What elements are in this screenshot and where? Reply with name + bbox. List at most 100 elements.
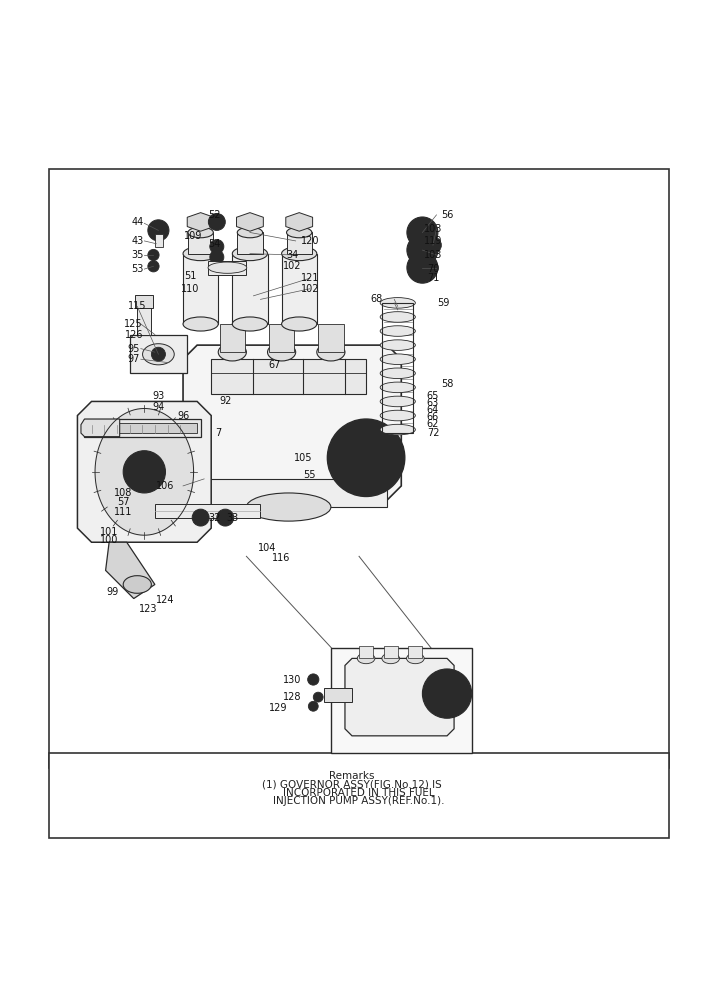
Text: 116: 116 [272,553,291,563]
Text: 33: 33 [226,513,239,523]
Bar [287,232,312,254]
Ellipse shape [406,653,424,664]
Ellipse shape [380,312,415,322]
Text: Remarks: Remarks [329,771,375,781]
Circle shape [414,224,431,241]
Text: 102: 102 [301,284,319,294]
Text: 67: 67 [268,360,281,370]
Text: 111: 111 [114,507,132,517]
Bar [155,504,260,518]
Bar [232,254,268,324]
Circle shape [208,213,225,230]
Ellipse shape [380,298,415,308]
Polygon shape [237,213,263,231]
Ellipse shape [380,368,415,379]
Text: 93: 93 [152,391,165,401]
Polygon shape [331,648,472,753]
Ellipse shape [232,317,268,331]
Ellipse shape [237,227,263,238]
Ellipse shape [218,343,246,361]
Circle shape [396,454,403,461]
Bar [318,324,344,352]
Circle shape [346,425,353,432]
Polygon shape [77,401,211,542]
Bar [188,232,213,254]
Text: 106: 106 [156,481,175,491]
Text: 102: 102 [283,261,301,271]
Text: INJECTION PUMP ASSY(REF.No.1).: INJECTION PUMP ASSY(REF.No.1). [260,796,444,806]
Bar [220,324,245,352]
Text: 62: 62 [427,419,439,429]
Circle shape [210,240,224,254]
Ellipse shape [183,247,218,261]
Ellipse shape [380,354,415,364]
Text: 66: 66 [427,412,439,422]
Ellipse shape [268,343,296,361]
Bar [324,688,352,702]
Ellipse shape [358,653,375,664]
Text: 103: 103 [424,250,442,260]
Text: 129: 129 [269,703,287,713]
Text: 52: 52 [208,210,221,220]
Text: 105: 105 [294,453,312,463]
Bar [408,646,422,658]
Circle shape [407,252,438,283]
Bar [155,234,163,247]
Text: 59: 59 [437,298,450,308]
Ellipse shape [208,262,247,273]
Bar [382,303,413,433]
Text: 130: 130 [283,675,301,685]
Text: 99: 99 [106,587,119,597]
Text: 126: 126 [125,330,143,340]
Ellipse shape [142,344,175,365]
Circle shape [327,419,405,496]
Text: 54: 54 [208,239,221,249]
Text: 92: 92 [219,396,232,406]
Text: 108: 108 [114,488,132,498]
Text: 35: 35 [131,250,144,260]
Text: 97: 97 [127,354,140,364]
Text: 71: 71 [427,273,439,283]
Text: 120: 120 [301,236,319,246]
Circle shape [379,484,386,491]
Circle shape [123,451,165,493]
Circle shape [407,235,438,266]
Bar [208,261,246,275]
Bar [190,479,387,507]
Polygon shape [345,658,454,736]
Circle shape [217,509,234,526]
Circle shape [407,217,438,248]
Text: 58: 58 [441,379,453,389]
Ellipse shape [380,424,415,435]
Circle shape [192,509,209,526]
Circle shape [308,674,319,685]
Text: 51: 51 [184,271,196,281]
Ellipse shape [380,396,415,407]
Text: 55: 55 [303,470,316,480]
Circle shape [148,261,159,272]
Polygon shape [81,419,120,437]
Circle shape [425,237,441,254]
Text: 103: 103 [424,224,442,234]
Bar [49,169,669,768]
Text: 43: 43 [131,236,144,246]
Text: 72: 72 [427,428,439,438]
Circle shape [313,692,323,702]
Ellipse shape [246,493,331,521]
Bar [384,646,398,658]
Circle shape [414,259,431,276]
Bar [88,423,197,433]
Text: 7: 7 [215,428,221,438]
Ellipse shape [282,247,317,261]
Circle shape [379,425,386,432]
Text: 115: 115 [128,301,146,311]
Ellipse shape [282,317,317,331]
Bar [49,753,669,838]
Text: (1) GOVERNOR ASSY(FIG.No.12) IS: (1) GOVERNOR ASSY(FIG.No.12) IS [262,779,442,789]
Ellipse shape [123,576,151,593]
Ellipse shape [380,326,415,336]
Circle shape [137,465,151,479]
Text: 94: 94 [152,402,165,412]
Circle shape [433,680,461,708]
Circle shape [308,701,318,711]
